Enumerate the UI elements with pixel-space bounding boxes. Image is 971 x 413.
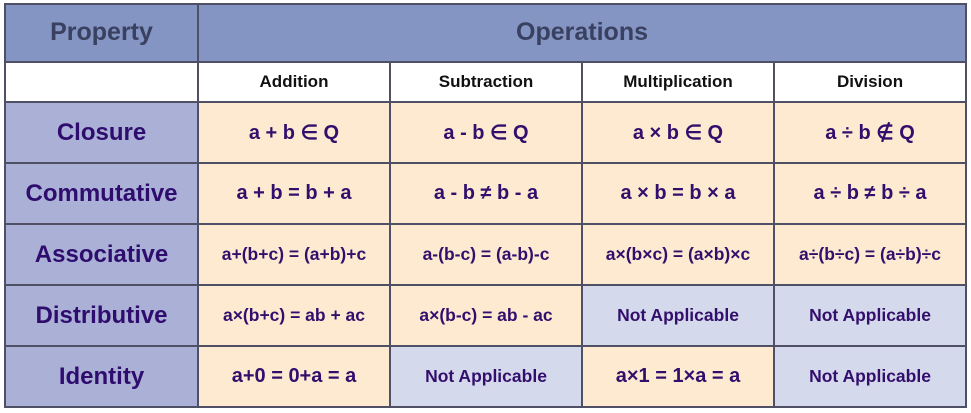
cell-commutative-division: a ÷ b ≠ b ÷ a bbox=[772, 162, 968, 226]
cell-distributive-multiplication: Not Applicable bbox=[581, 284, 775, 348]
row-label-associative: Associative bbox=[4, 223, 199, 287]
main-header-row: Property Operations bbox=[4, 3, 968, 63]
column-header-multiplication: Multiplication bbox=[581, 60, 775, 104]
cell-closure-addition: a + b ∈ Q bbox=[197, 101, 391, 165]
cell-commutative-multiplication: a × b = b × a bbox=[581, 162, 775, 226]
column-header-subtraction: Subtraction bbox=[389, 60, 583, 104]
cell-associative-addition: a+(b+c) = (a+b)+c bbox=[197, 223, 391, 287]
table-row-commutative: Commutative a + b = b + a a - b ≠ b - a … bbox=[4, 162, 968, 226]
cell-distributive-addition: a×(b+c) = ab + ac bbox=[197, 284, 391, 348]
row-label-distributive: Distributive bbox=[4, 284, 199, 348]
cell-identity-multiplication: a×1 = 1×a = a bbox=[581, 345, 775, 408]
blank-corner-cell bbox=[4, 60, 199, 104]
column-header-addition: Addition bbox=[197, 60, 391, 104]
property-header: Property bbox=[4, 3, 199, 63]
operations-properties-table: Property Operations Addition Subtraction… bbox=[4, 3, 968, 408]
table-row-associative: Associative a+(b+c) = (a+b)+c a-(b-c) = … bbox=[4, 223, 968, 287]
cell-distributive-division: Not Applicable bbox=[772, 284, 968, 348]
column-header-row: Addition Subtraction Multiplication Divi… bbox=[4, 60, 968, 104]
cell-closure-multiplication: a × b ∈ Q bbox=[581, 101, 775, 165]
cell-commutative-subtraction: a - b ≠ b - a bbox=[389, 162, 583, 226]
cell-identity-subtraction: Not Applicable bbox=[389, 345, 583, 408]
cell-associative-multiplication: a×(b×c) = (a×b)×c bbox=[581, 223, 775, 287]
table-row-closure: Closure a + b ∈ Q a - b ∈ Q a × b ∈ Q a … bbox=[4, 101, 968, 165]
cell-distributive-subtraction: a×(b-c) = ab - ac bbox=[389, 284, 583, 348]
cell-closure-subtraction: a - b ∈ Q bbox=[389, 101, 583, 165]
row-label-closure: Closure bbox=[4, 101, 199, 165]
cell-associative-subtraction: a-(b-c) = (a-b)-c bbox=[389, 223, 583, 287]
cell-identity-division: Not Applicable bbox=[772, 345, 968, 408]
cell-identity-addition: a+0 = 0+a = a bbox=[197, 345, 391, 408]
cell-commutative-addition: a + b = b + a bbox=[197, 162, 391, 226]
cell-closure-division: a ÷ b ∉ Q bbox=[772, 101, 968, 165]
operations-header: Operations bbox=[196, 3, 968, 63]
row-label-commutative: Commutative bbox=[4, 162, 199, 226]
column-header-division: Division bbox=[772, 60, 968, 104]
table-row-distributive: Distributive a×(b+c) = ab + ac a×(b-c) =… bbox=[4, 284, 968, 348]
row-label-identity: Identity bbox=[4, 345, 199, 408]
cell-associative-division: a÷(b÷c) = (a÷b)÷c bbox=[772, 223, 968, 287]
table-row-identity: Identity a+0 = 0+a = a Not Applicable a×… bbox=[4, 345, 968, 408]
